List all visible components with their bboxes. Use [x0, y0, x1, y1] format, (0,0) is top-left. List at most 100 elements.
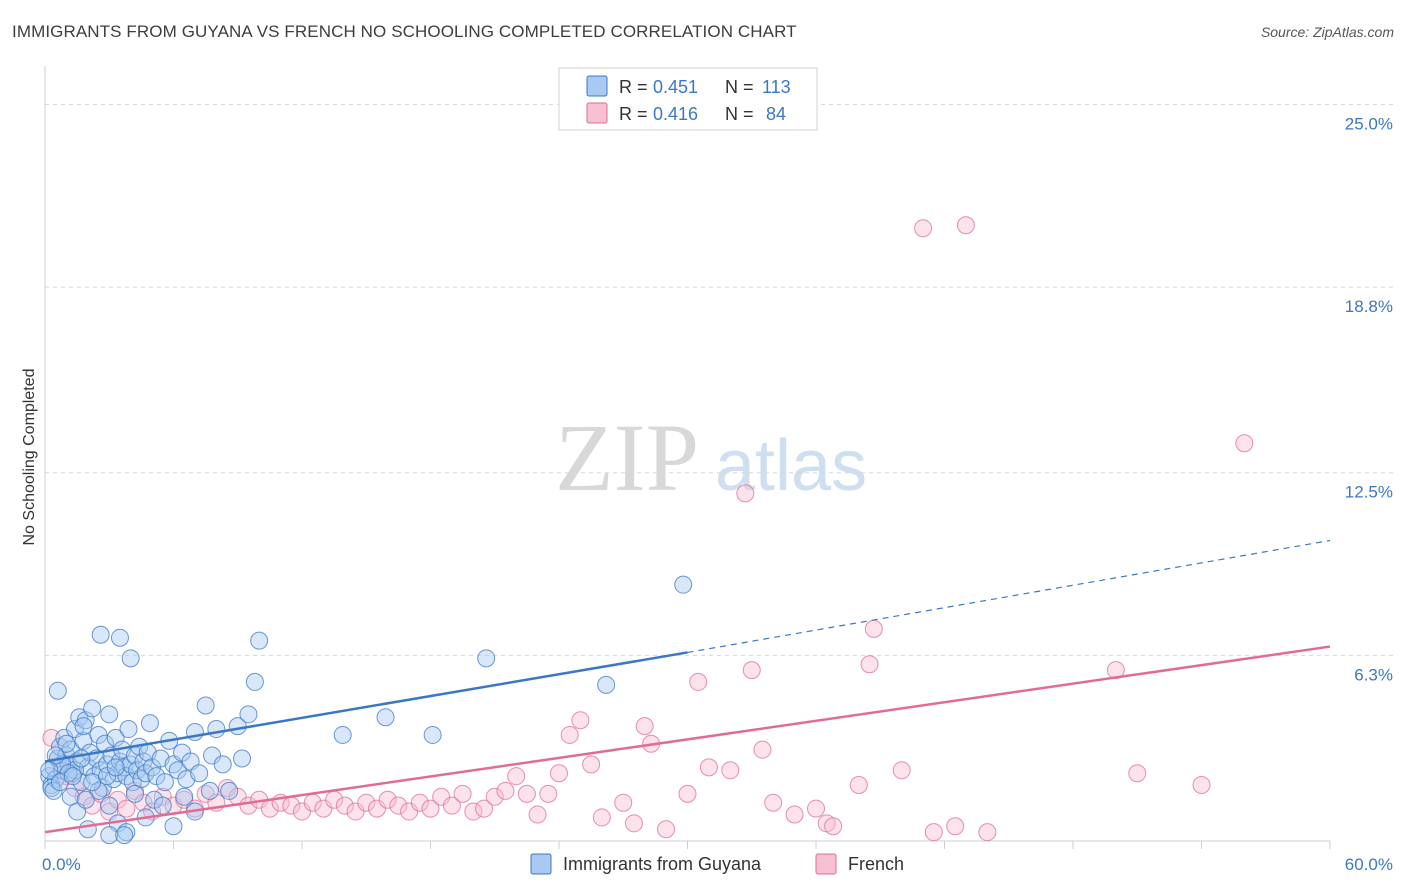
guyana-point — [91, 625, 110, 644]
legend-r-label-guyana: R = — [619, 77, 648, 97]
guyana-point — [423, 725, 442, 744]
bottom-legend-swatch-french — [815, 853, 837, 875]
french-point — [357, 793, 376, 812]
y-tick-label: 12.5% — [1345, 483, 1393, 502]
french-point — [689, 672, 708, 691]
watermark-zip: ZIP — [555, 404, 699, 511]
y-tick-labels: 6.3% 12.5% 18.8% 25.0% — [1345, 114, 1393, 684]
guyana-point — [140, 714, 159, 733]
french-point — [678, 784, 697, 803]
bottom-legend-label-french: French — [848, 854, 904, 874]
french-point — [475, 799, 494, 818]
guyana-point — [153, 796, 172, 815]
legend: R = 0.451 N = 113 R = 0.416 N = 84 — [558, 67, 818, 131]
french-point — [657, 820, 676, 839]
guyana-point — [333, 725, 352, 744]
grid-lines — [45, 103, 1393, 656]
french-point — [485, 787, 504, 806]
series-french — [42, 216, 1254, 842]
french-point — [117, 799, 136, 818]
legend-swatch-guyana — [586, 75, 608, 97]
french-point — [614, 793, 633, 812]
french-point — [624, 814, 643, 833]
french-point — [592, 808, 611, 827]
guyana-point — [63, 767, 82, 786]
guyana-point — [220, 781, 239, 800]
guyana-point — [239, 705, 258, 724]
french-point — [753, 740, 772, 759]
source-label: Source: ZipAtlas.com — [1260, 24, 1394, 40]
french-point — [864, 619, 883, 638]
guyana-point — [89, 781, 108, 800]
guyana-point — [119, 720, 138, 739]
guyana-point — [100, 826, 119, 845]
guyana-point — [44, 781, 63, 800]
trend-line-guyana — [44, 651, 688, 763]
x-tick-label-max: 60.0% — [1345, 855, 1393, 874]
watermark-atlas: atlas — [715, 426, 867, 506]
french-point — [849, 776, 868, 795]
x-tick-label-min: 0.0% — [42, 855, 81, 874]
french-point — [410, 793, 429, 812]
guyana-point — [477, 649, 496, 668]
french-point — [389, 796, 408, 815]
y-tick-label: 18.8% — [1345, 297, 1393, 316]
french-point — [367, 799, 386, 818]
guyana-point — [100, 796, 119, 815]
guyana-point — [115, 826, 134, 845]
french-point — [421, 799, 440, 818]
french-point — [432, 787, 451, 806]
french-point — [914, 219, 933, 238]
french-point — [924, 823, 943, 842]
french-point — [892, 761, 911, 780]
french-point — [742, 661, 761, 680]
french-point — [442, 796, 461, 815]
french-point — [346, 802, 365, 821]
guyana-point — [100, 705, 119, 724]
french-point — [335, 796, 354, 815]
french-point — [785, 805, 804, 824]
french-point — [736, 484, 755, 503]
guyana-point — [117, 823, 136, 842]
bottom-legend-label-guyana: Immigrants from Guyana — [563, 854, 762, 874]
french-point — [807, 799, 825, 818]
legend-n-label-guyana: N = — [725, 77, 754, 97]
guyana-point — [233, 749, 252, 768]
french-point — [978, 823, 997, 842]
guyana-point — [89, 725, 108, 744]
guyana-point — [674, 575, 693, 594]
guyana-point — [106, 728, 125, 747]
guyana-point — [110, 628, 129, 647]
y-tick-label: 25.0% — [1345, 114, 1393, 133]
guyana-point — [72, 749, 91, 768]
french-point — [517, 784, 536, 803]
french-point — [860, 655, 879, 674]
french-point — [946, 817, 965, 836]
guyana-point — [200, 781, 219, 800]
guyana-point — [155, 773, 174, 792]
x-ticks — [44, 841, 1331, 849]
french-point — [400, 802, 419, 821]
guyana-point — [203, 746, 222, 765]
french-point — [293, 802, 311, 821]
watermark: ZIP atlas — [555, 404, 867, 511]
guyana-point — [125, 784, 144, 803]
guyana-point — [74, 717, 93, 736]
guyana-point — [175, 787, 194, 806]
french-point — [560, 725, 579, 744]
french-point — [539, 784, 558, 803]
french-point — [956, 216, 975, 235]
guyana-point — [48, 681, 67, 700]
guyana-point — [106, 758, 125, 777]
french-point — [464, 802, 483, 821]
legend-swatch-french — [586, 102, 608, 124]
bottom-legend-swatch-guyana — [530, 853, 552, 875]
legend-n-label-french: N = — [725, 104, 754, 124]
legend-r-value-french: 0.416 — [653, 104, 698, 124]
legend-n-value-guyana: 113 — [762, 77, 791, 97]
french-point — [824, 817, 843, 836]
trend-lines — [44, 539, 1331, 834]
guyana-point — [207, 720, 226, 739]
guyana-point — [376, 708, 395, 727]
french-point — [582, 755, 601, 774]
